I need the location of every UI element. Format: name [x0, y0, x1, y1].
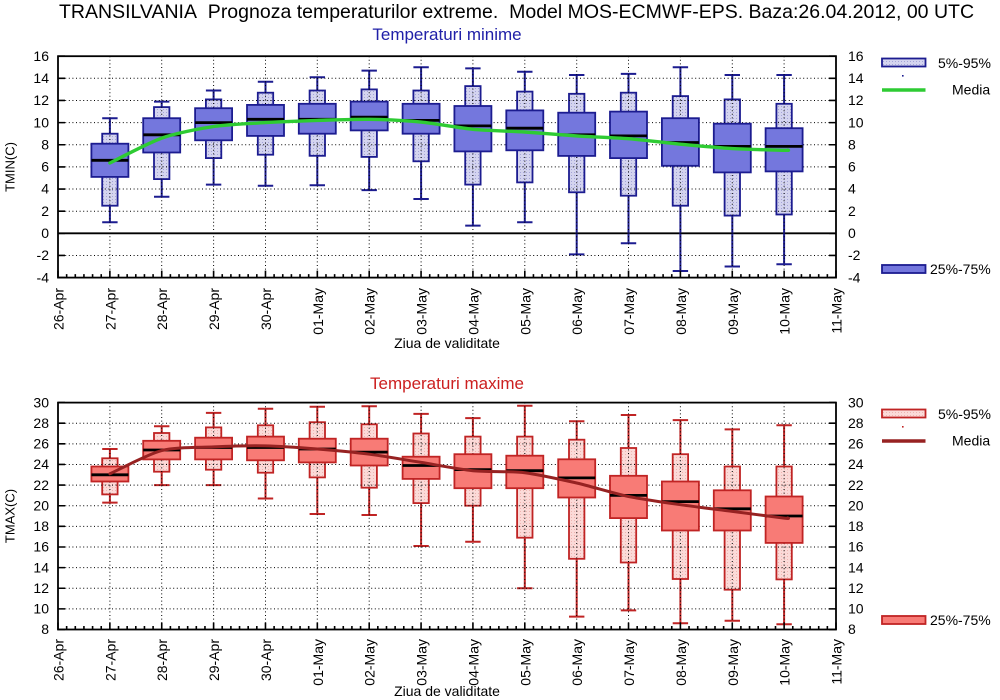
svg-text:14: 14 [33, 70, 49, 86]
svg-text:26-Apr: 26-Apr [51, 639, 67, 681]
svg-text:24: 24 [33, 456, 49, 472]
svg-text:-2: -2 [848, 247, 861, 263]
svg-text:TMIN(C): TMIN(C) [3, 142, 18, 192]
svg-text:05-May: 05-May [517, 639, 533, 686]
svg-text:2: 2 [41, 203, 49, 219]
svg-text:02-May: 02-May [362, 639, 378, 686]
svg-text:11-May: 11-May [829, 639, 845, 685]
svg-text:26: 26 [33, 436, 49, 452]
svg-text:27-Apr: 27-Apr [102, 639, 118, 681]
svg-text:04-May: 04-May [465, 639, 481, 686]
svg-text:4: 4 [41, 181, 49, 197]
svg-text:27-Apr: 27-Apr [102, 288, 118, 330]
svg-text:12: 12 [848, 92, 864, 108]
svg-text:16: 16 [33, 539, 49, 555]
svg-text:08-May: 08-May [673, 288, 689, 335]
svg-text:8: 8 [848, 137, 856, 153]
svg-text:07-May: 07-May [621, 639, 637, 686]
svg-text:16: 16 [848, 539, 864, 555]
svg-text:09-May: 09-May [725, 639, 741, 686]
svg-text:29-Apr: 29-Apr [206, 288, 222, 330]
svg-text:28-Apr: 28-Apr [154, 639, 170, 681]
svg-text:10: 10 [33, 114, 49, 130]
svg-text:TMAX(C): TMAX(C) [3, 489, 18, 543]
svg-text:14: 14 [33, 559, 49, 575]
svg-text:18: 18 [33, 518, 49, 534]
svg-text:Temperaturi maxime: Temperaturi maxime [370, 374, 524, 393]
svg-text:02-May: 02-May [362, 288, 378, 335]
svg-text:24: 24 [848, 456, 864, 472]
svg-text:16: 16 [848, 48, 864, 64]
svg-text:26-Apr: 26-Apr [51, 288, 67, 330]
svg-text:12: 12 [33, 580, 49, 596]
svg-text:26: 26 [848, 436, 864, 452]
svg-text:25%-75%: 25%-75% [930, 261, 991, 277]
svg-text:12: 12 [848, 580, 864, 596]
svg-text:12: 12 [33, 92, 49, 108]
svg-text:16: 16 [33, 48, 49, 64]
svg-text:04-May: 04-May [465, 288, 481, 335]
svg-text:03-May: 03-May [414, 288, 430, 335]
svg-text:01-May: 01-May [310, 639, 326, 686]
svg-text:30-Apr: 30-Apr [258, 288, 274, 330]
svg-text:25%-75%: 25%-75% [930, 612, 991, 628]
svg-text:14: 14 [848, 70, 864, 86]
svg-text:30-Apr: 30-Apr [258, 639, 274, 681]
svg-text:28: 28 [848, 415, 864, 431]
svg-text:10-May: 10-May [777, 639, 793, 686]
svg-text:06-May: 06-May [569, 639, 585, 686]
svg-text:6: 6 [41, 159, 49, 175]
svg-text:8: 8 [41, 621, 49, 637]
svg-text:22: 22 [33, 477, 49, 493]
svg-text:10: 10 [848, 601, 864, 617]
svg-text:30: 30 [848, 394, 864, 410]
svg-text:20: 20 [848, 497, 864, 513]
svg-text:18: 18 [848, 518, 864, 534]
svg-text:29-Apr: 29-Apr [206, 639, 222, 681]
svg-text:05-May: 05-May [517, 288, 533, 335]
svg-text:8: 8 [848, 621, 856, 637]
svg-text:6: 6 [848, 159, 856, 175]
svg-text:11-May: 11-May [829, 288, 845, 334]
svg-text:10: 10 [848, 114, 864, 130]
svg-text:TRANSILVANIA Prognoza tempera: TRANSILVANIA Prognoza temperaturilor ext… [59, 1, 974, 23]
svg-text:8: 8 [41, 137, 49, 153]
svg-text:01-May: 01-May [310, 288, 326, 335]
svg-text:Ziua de validitate: Ziua de validitate [394, 335, 500, 351]
svg-text:5%-95%: 5%-95% [938, 55, 991, 71]
svg-text:10: 10 [33, 601, 49, 617]
svg-text:Ziua de validitate: Ziua de validitate [394, 683, 500, 699]
svg-text:14: 14 [848, 559, 864, 575]
svg-text:5%-95%: 5%-95% [938, 406, 991, 422]
svg-text:22: 22 [848, 477, 864, 493]
svg-text:28: 28 [33, 415, 49, 431]
svg-text:03-May: 03-May [414, 639, 430, 686]
svg-text:20: 20 [33, 497, 49, 513]
svg-text:-2: -2 [37, 247, 50, 263]
svg-text:09-May: 09-May [725, 288, 741, 335]
svg-text:Media: Media [952, 82, 990, 98]
svg-text:10-May: 10-May [777, 288, 793, 335]
svg-text:4: 4 [848, 181, 856, 197]
svg-text:06-May: 06-May [569, 288, 585, 335]
svg-text:07-May: 07-May [621, 288, 637, 335]
svg-text:-4: -4 [37, 269, 50, 285]
svg-text:Media: Media [952, 433, 990, 449]
svg-text:0: 0 [41, 225, 49, 241]
svg-text:0: 0 [848, 225, 856, 241]
svg-text:08-May: 08-May [673, 639, 689, 686]
svg-text:-4: -4 [848, 269, 861, 285]
svg-text:2: 2 [848, 203, 856, 219]
svg-text:30: 30 [33, 394, 49, 410]
svg-text:Temperaturi minime: Temperaturi minime [372, 25, 521, 44]
svg-text:28-Apr: 28-Apr [154, 288, 170, 330]
